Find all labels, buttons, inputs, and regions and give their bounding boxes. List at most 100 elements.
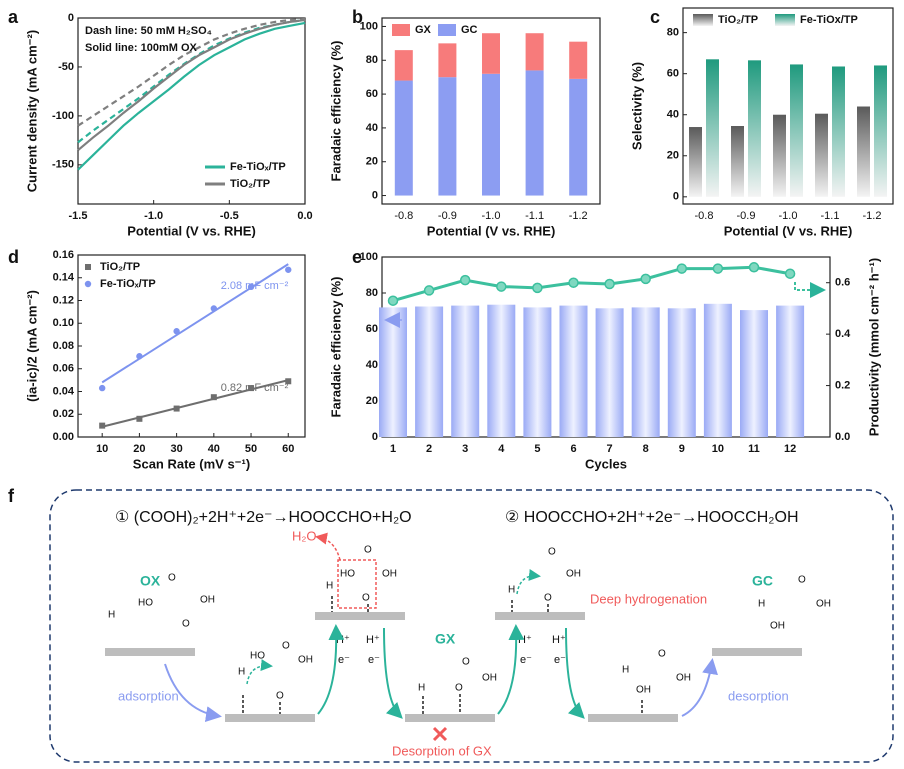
atom-label: O — [658, 649, 666, 660]
plot-frame — [682, 7, 894, 205]
x-tick-label: -1.1 — [821, 210, 840, 222]
bar — [832, 66, 845, 197]
surface — [495, 612, 585, 620]
electron-label: e⁻ — [338, 654, 350, 666]
bar — [815, 113, 828, 197]
series-line — [77, 21, 306, 171]
slope-label: 0.82 mF cm⁻² — [221, 382, 289, 394]
legend-label: Fe-TiOₓ/TP — [230, 161, 286, 173]
x-tick-label: -0.5 — [220, 210, 239, 222]
scheme-border — [49, 489, 894, 763]
bar-segment — [394, 80, 413, 196]
bar-segment — [482, 73, 500, 196]
y-tick-label: 20 — [366, 156, 378, 168]
byproduct-label: H₂O — [292, 528, 317, 543]
point — [568, 277, 579, 288]
panel-letter: f — [8, 486, 15, 506]
plot-frame — [381, 17, 601, 205]
block-mark — [432, 726, 448, 742]
atom-label: H — [238, 667, 245, 678]
atom-label: O — [282, 641, 290, 652]
point — [496, 281, 507, 292]
y-tick-label: 20 — [366, 395, 378, 407]
arrow — [164, 663, 222, 723]
atom-label: HO — [138, 598, 153, 609]
x-tick-label: -1.0 — [779, 210, 798, 222]
y2-tick-label: 0.4 — [835, 328, 851, 340]
point — [285, 266, 292, 273]
bar-segment — [525, 70, 544, 196]
y-axis-label: Selectivity (%) — [629, 62, 644, 150]
fit-line — [101, 379, 289, 428]
panel-letter: b — [352, 7, 363, 27]
arrow — [497, 624, 525, 715]
point — [387, 295, 399, 306]
x-axis-label: Cycles — [585, 456, 627, 471]
y-tick-label: 80 — [366, 54, 378, 66]
atom-label: H — [758, 599, 765, 610]
arrow — [681, 658, 718, 717]
legend-label: GC — [461, 24, 478, 36]
atom-label: OH — [676, 673, 691, 684]
y-tick-label: 80 — [667, 27, 679, 39]
point — [173, 328, 180, 335]
x-tick-label: 9 — [679, 443, 685, 455]
legend-label: Fe-TiOₓ/TP — [100, 278, 156, 290]
atom-label: OH — [482, 673, 497, 684]
atom-label: H — [326, 581, 333, 592]
proton-label: H⁺ — [518, 634, 532, 646]
x-tick-label: 10 — [96, 443, 108, 455]
x-tick-label: 12 — [784, 443, 796, 455]
x-axis-label: Potential (V vs. RHE) — [427, 223, 556, 238]
surface — [105, 648, 195, 656]
point — [532, 282, 543, 294]
series-dash-line — [77, 17, 306, 127]
point — [136, 415, 143, 422]
atom-label: O — [798, 575, 806, 586]
x-tick-label: -1.5 — [69, 210, 88, 222]
atom-label: H — [508, 585, 515, 596]
note: Desorption of GX — [392, 743, 492, 758]
point — [210, 305, 218, 312]
point — [248, 385, 255, 392]
x-tick-label: -0.8 — [394, 210, 413, 222]
y-tick-label: 0.04 — [53, 385, 75, 397]
atom-label: O — [168, 573, 176, 584]
x-axis-label: Scan Rate (mV s⁻¹) — [133, 456, 250, 471]
bar — [559, 305, 588, 437]
y-tick-label: 0.06 — [53, 363, 74, 375]
x-tick-label: 11 — [748, 443, 760, 455]
bar — [689, 127, 702, 197]
point — [676, 263, 688, 274]
panel-letter: d — [8, 247, 19, 267]
y-tick-label: 40 — [366, 359, 378, 371]
point — [99, 422, 106, 429]
x-tick-label: -0.9 — [438, 210, 457, 222]
atom-label: OH — [770, 621, 785, 632]
step-arrows — [164, 624, 718, 723]
legend-swatch — [775, 14, 795, 26]
x-tick-label: 3 — [462, 443, 468, 455]
atom-label: O — [276, 691, 284, 702]
atom-label: OH — [382, 569, 397, 580]
surface — [225, 714, 315, 722]
legend-label: TiO₂/TP — [100, 261, 140, 273]
x-tick-label: 6 — [570, 443, 576, 455]
point — [604, 278, 615, 290]
atom-label: OH — [636, 685, 651, 696]
y-tick-label: 40 — [667, 109, 679, 121]
legend-swatch — [392, 24, 410, 36]
x-tick-label: 0.0 — [297, 210, 312, 222]
y-tick-label: 0 — [673, 191, 679, 203]
point — [247, 283, 255, 291]
y-tick-label: 40 — [366, 122, 378, 134]
bar — [748, 60, 761, 197]
y-axis-label: Faradaic efficiency (%) — [328, 277, 343, 418]
point — [640, 273, 651, 285]
bar — [874, 65, 887, 197]
legend-label: Fe-TiOx/TP — [800, 14, 858, 26]
y-tick-label: 60 — [667, 68, 679, 80]
x-axis-label: Potential (V vs. RHE) — [724, 223, 853, 238]
x-tick-label: 60 — [282, 443, 294, 455]
legend-label: GX — [415, 24, 432, 36]
